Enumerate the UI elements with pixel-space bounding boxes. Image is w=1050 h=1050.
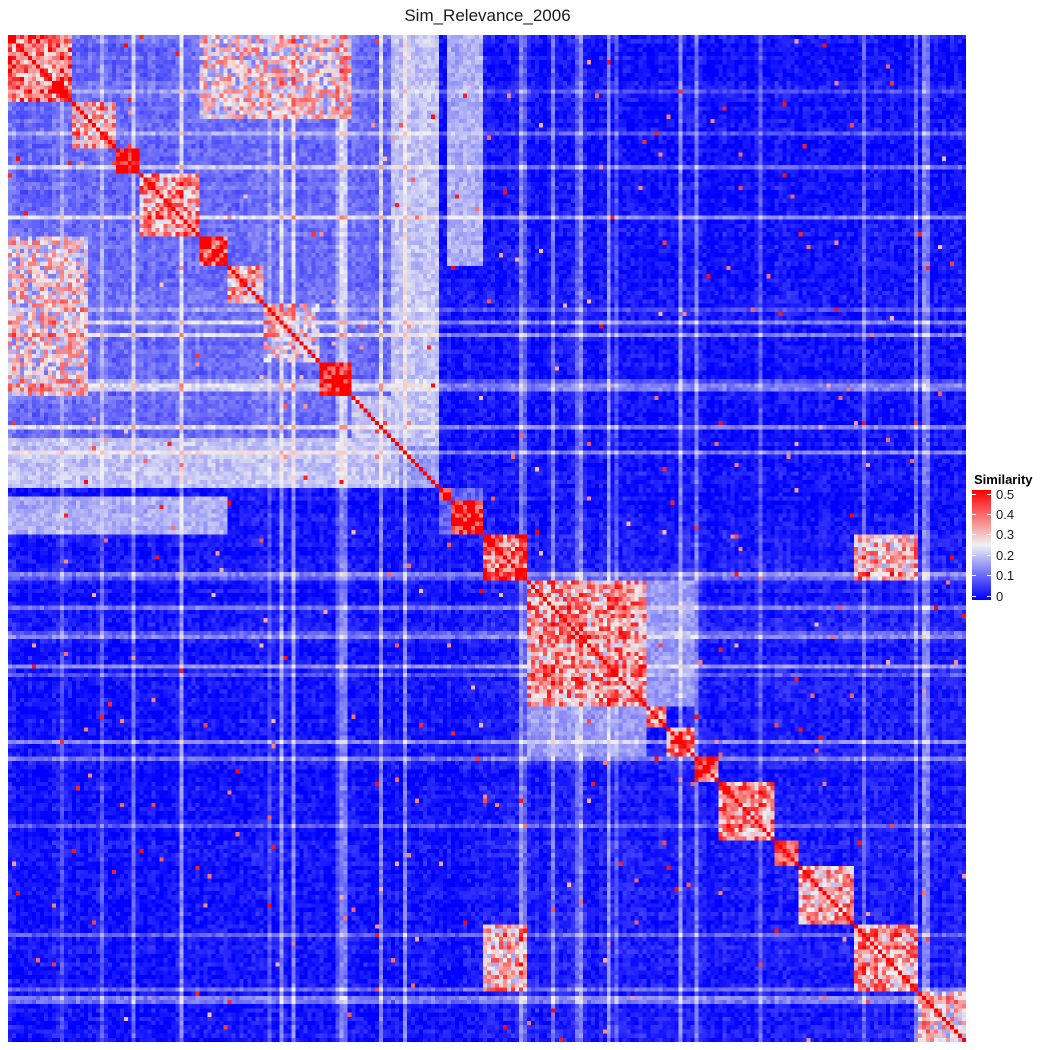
legend-tick-label: 0.2 bbox=[996, 547, 1015, 563]
legend-tick-label: 0.1 bbox=[996, 568, 1015, 584]
legend-tick-label: 0.4 bbox=[996, 506, 1015, 522]
legend-colorbar bbox=[972, 490, 991, 600]
legend-tick-label: 0 bbox=[996, 588, 1004, 604]
chart-title: Sim_Relevance_2006 bbox=[404, 6, 571, 25]
legend-title: Similarity bbox=[974, 472, 1033, 487]
color-legend: Similarity 0 0.1 0.2 0.3 0.4 0.5 bbox=[972, 472, 1050, 612]
heatmap-matrix bbox=[8, 35, 966, 1042]
legend-tick-label: 0.3 bbox=[996, 527, 1015, 543]
legend-tick-label: 0.5 bbox=[996, 486, 1015, 502]
